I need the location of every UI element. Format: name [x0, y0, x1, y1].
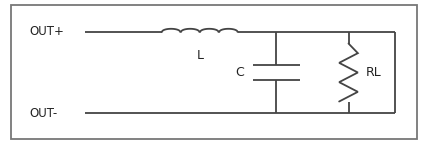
Text: L: L: [196, 49, 203, 62]
Text: RL: RL: [366, 66, 381, 79]
Text: OUT+: OUT+: [30, 25, 65, 38]
Text: OUT-: OUT-: [30, 107, 58, 120]
Text: C: C: [235, 66, 244, 79]
